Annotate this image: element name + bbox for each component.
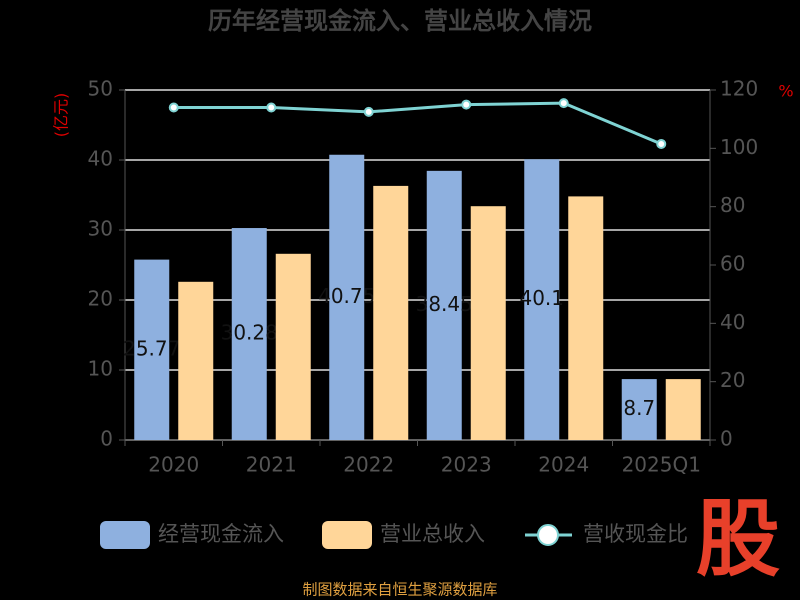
y-axis-label: (亿元) bbox=[52, 93, 71, 138]
line-point bbox=[266, 102, 277, 113]
legend-swatch bbox=[322, 521, 372, 549]
y2-axis-label: % bbox=[778, 82, 793, 101]
line-point bbox=[363, 106, 374, 117]
legend-label: 经营现金流入 bbox=[158, 522, 284, 546]
y-tick-label: 20 bbox=[88, 287, 113, 311]
legend-label: 营业总收入 bbox=[380, 522, 485, 546]
x-tick-label: 2022 bbox=[343, 453, 394, 477]
data-label: 38.45 bbox=[416, 292, 473, 316]
watermark: 股 bbox=[696, 490, 780, 588]
line-point bbox=[461, 99, 472, 110]
x-tick-label: 2021 bbox=[246, 453, 297, 477]
y2-tick-label: 60 bbox=[720, 252, 745, 276]
bar bbox=[134, 259, 170, 440]
bar bbox=[524, 159, 560, 441]
x-tick-label: 2020 bbox=[148, 453, 199, 477]
data-label: 30.28 bbox=[221, 321, 278, 345]
bar bbox=[621, 379, 657, 440]
source-note: 制图数据来自恒生聚源数据库 bbox=[302, 581, 497, 599]
legend-label: 营收现金比 bbox=[583, 522, 688, 546]
y-tick-label: 50 bbox=[88, 77, 113, 101]
bar bbox=[178, 281, 214, 440]
bar bbox=[373, 185, 409, 440]
bar bbox=[329, 154, 365, 440]
y-tick-label: 40 bbox=[88, 147, 113, 171]
data-label: 25.77 bbox=[123, 336, 180, 360]
y-tick-label: 0 bbox=[100, 427, 113, 451]
chart-title: 历年经营现金流入、营业总收入情况 bbox=[208, 7, 592, 35]
legend-swatch bbox=[100, 521, 150, 549]
y2-tick-label: 40 bbox=[720, 310, 745, 334]
line-point bbox=[558, 98, 569, 109]
legend-swatch bbox=[537, 524, 559, 546]
line-point bbox=[168, 102, 179, 113]
y-tick-label: 10 bbox=[88, 357, 113, 381]
data-label: 8.7 bbox=[623, 396, 655, 420]
y2-tick-label: 100 bbox=[720, 135, 758, 159]
bar bbox=[231, 228, 267, 440]
bar bbox=[470, 206, 506, 440]
bar bbox=[275, 253, 311, 440]
y2-tick-label: 0 bbox=[720, 427, 733, 451]
y2-tick-label: 120 bbox=[720, 77, 758, 101]
data-label: 40.75 bbox=[318, 284, 375, 308]
bar bbox=[568, 196, 604, 440]
y-tick-label: 30 bbox=[88, 217, 113, 241]
bar bbox=[665, 379, 701, 440]
x-tick-label: 2025Q1 bbox=[622, 453, 701, 477]
line-point bbox=[656, 138, 667, 149]
y2-tick-label: 20 bbox=[720, 368, 745, 392]
bar bbox=[426, 170, 462, 440]
data-label: 40.1 bbox=[519, 286, 564, 310]
x-tick-label: 2024 bbox=[538, 453, 589, 477]
line bbox=[173, 101, 662, 146]
y2-tick-label: 80 bbox=[720, 193, 745, 217]
x-tick-label: 2023 bbox=[441, 453, 492, 477]
